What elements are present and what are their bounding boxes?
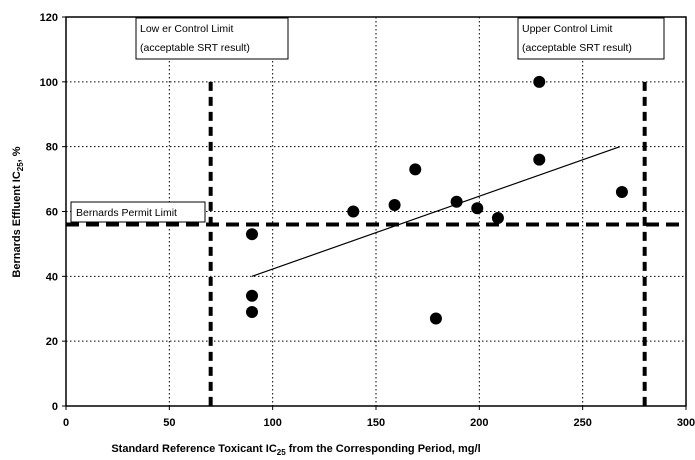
- data-point: [246, 228, 258, 241]
- x-tick-label: 50: [163, 417, 175, 429]
- data-point: [409, 163, 422, 176]
- tick-labels: 0 20 40 60 80 100 120 0 50 100 150 200 250 300: [40, 12, 695, 429]
- y-axis-title-subscript: 25: [16, 162, 25, 171]
- data-points: [246, 75, 628, 325]
- data-point: [246, 289, 258, 302]
- data-point: [533, 75, 546, 88]
- data-point: [347, 205, 360, 218]
- data-point: [491, 211, 504, 224]
- y-tick-label: 0: [52, 401, 58, 413]
- x-tick-label: 100: [263, 417, 281, 429]
- gridlines: [66, 17, 686, 406]
- y-axis-title-suffix: , %: [11, 146, 23, 162]
- control-limit-lines: [66, 81, 686, 406]
- lower-control-limit-box: [135, 17, 289, 60]
- lower-control-limit-annotation: Low er Control Limit (acceptable SRT res…: [135, 17, 289, 60]
- x-axis-title-main: Standard Reference Toxicant IC: [111, 443, 277, 455]
- upper-control-limit-box: [517, 17, 665, 60]
- y-tick-label: 40: [46, 271, 58, 283]
- x-tick-label: 250: [573, 417, 591, 429]
- upper-control-limit-label: Upper Control Limit: [522, 23, 613, 35]
- x-tick-label: 300: [677, 417, 695, 429]
- x-axis-title-subscript: 25: [277, 448, 286, 457]
- data-point: [471, 202, 484, 215]
- data-point: [246, 305, 258, 318]
- y-tick-label: 120: [40, 12, 58, 24]
- data-point: [450, 195, 463, 208]
- upper-control-limit-annotation: Upper Control Limit (acceptable SRT resu…: [517, 17, 665, 60]
- x-tick-label: 0: [63, 417, 69, 429]
- data-point: [388, 199, 401, 212]
- lower-control-limit-note: (acceptable SRT result): [140, 42, 250, 54]
- permit-limit-label: Bernards Permit Limit: [76, 207, 177, 219]
- data-point: [533, 153, 546, 166]
- y-tick-label: 20: [46, 336, 58, 348]
- x-tick-label: 200: [470, 417, 488, 429]
- upper-control-limit-note: (acceptable SRT result): [522, 42, 632, 54]
- y-tick-label: 80: [46, 142, 58, 154]
- data-point: [429, 312, 442, 325]
- permit-limit-annotation: Bernards Permit Limit: [70, 201, 206, 223]
- x-axis-title-suffix: from the Corresponding Period, mg/l: [286, 443, 481, 455]
- x-axis-title: Standard Reference Toxicant IC25 from th…: [111, 443, 480, 457]
- plot-area-frame: [65, 16, 687, 407]
- trendline-layer: [251, 146, 621, 277]
- trendline: [251, 146, 621, 277]
- y-tick-label: 60: [46, 207, 58, 219]
- y-axis-title: Bernards Effluent IC25, %: [11, 146, 25, 277]
- permit-limit-box: [70, 201, 206, 223]
- data-point: [615, 186, 628, 199]
- y-axis-title-main: Bernards Effluent IC: [11, 171, 23, 277]
- lower-control-limit-label: Low er Control Limit: [140, 23, 233, 35]
- y-tick-label: 100: [40, 77, 58, 89]
- x-tick-label: 150: [367, 417, 385, 429]
